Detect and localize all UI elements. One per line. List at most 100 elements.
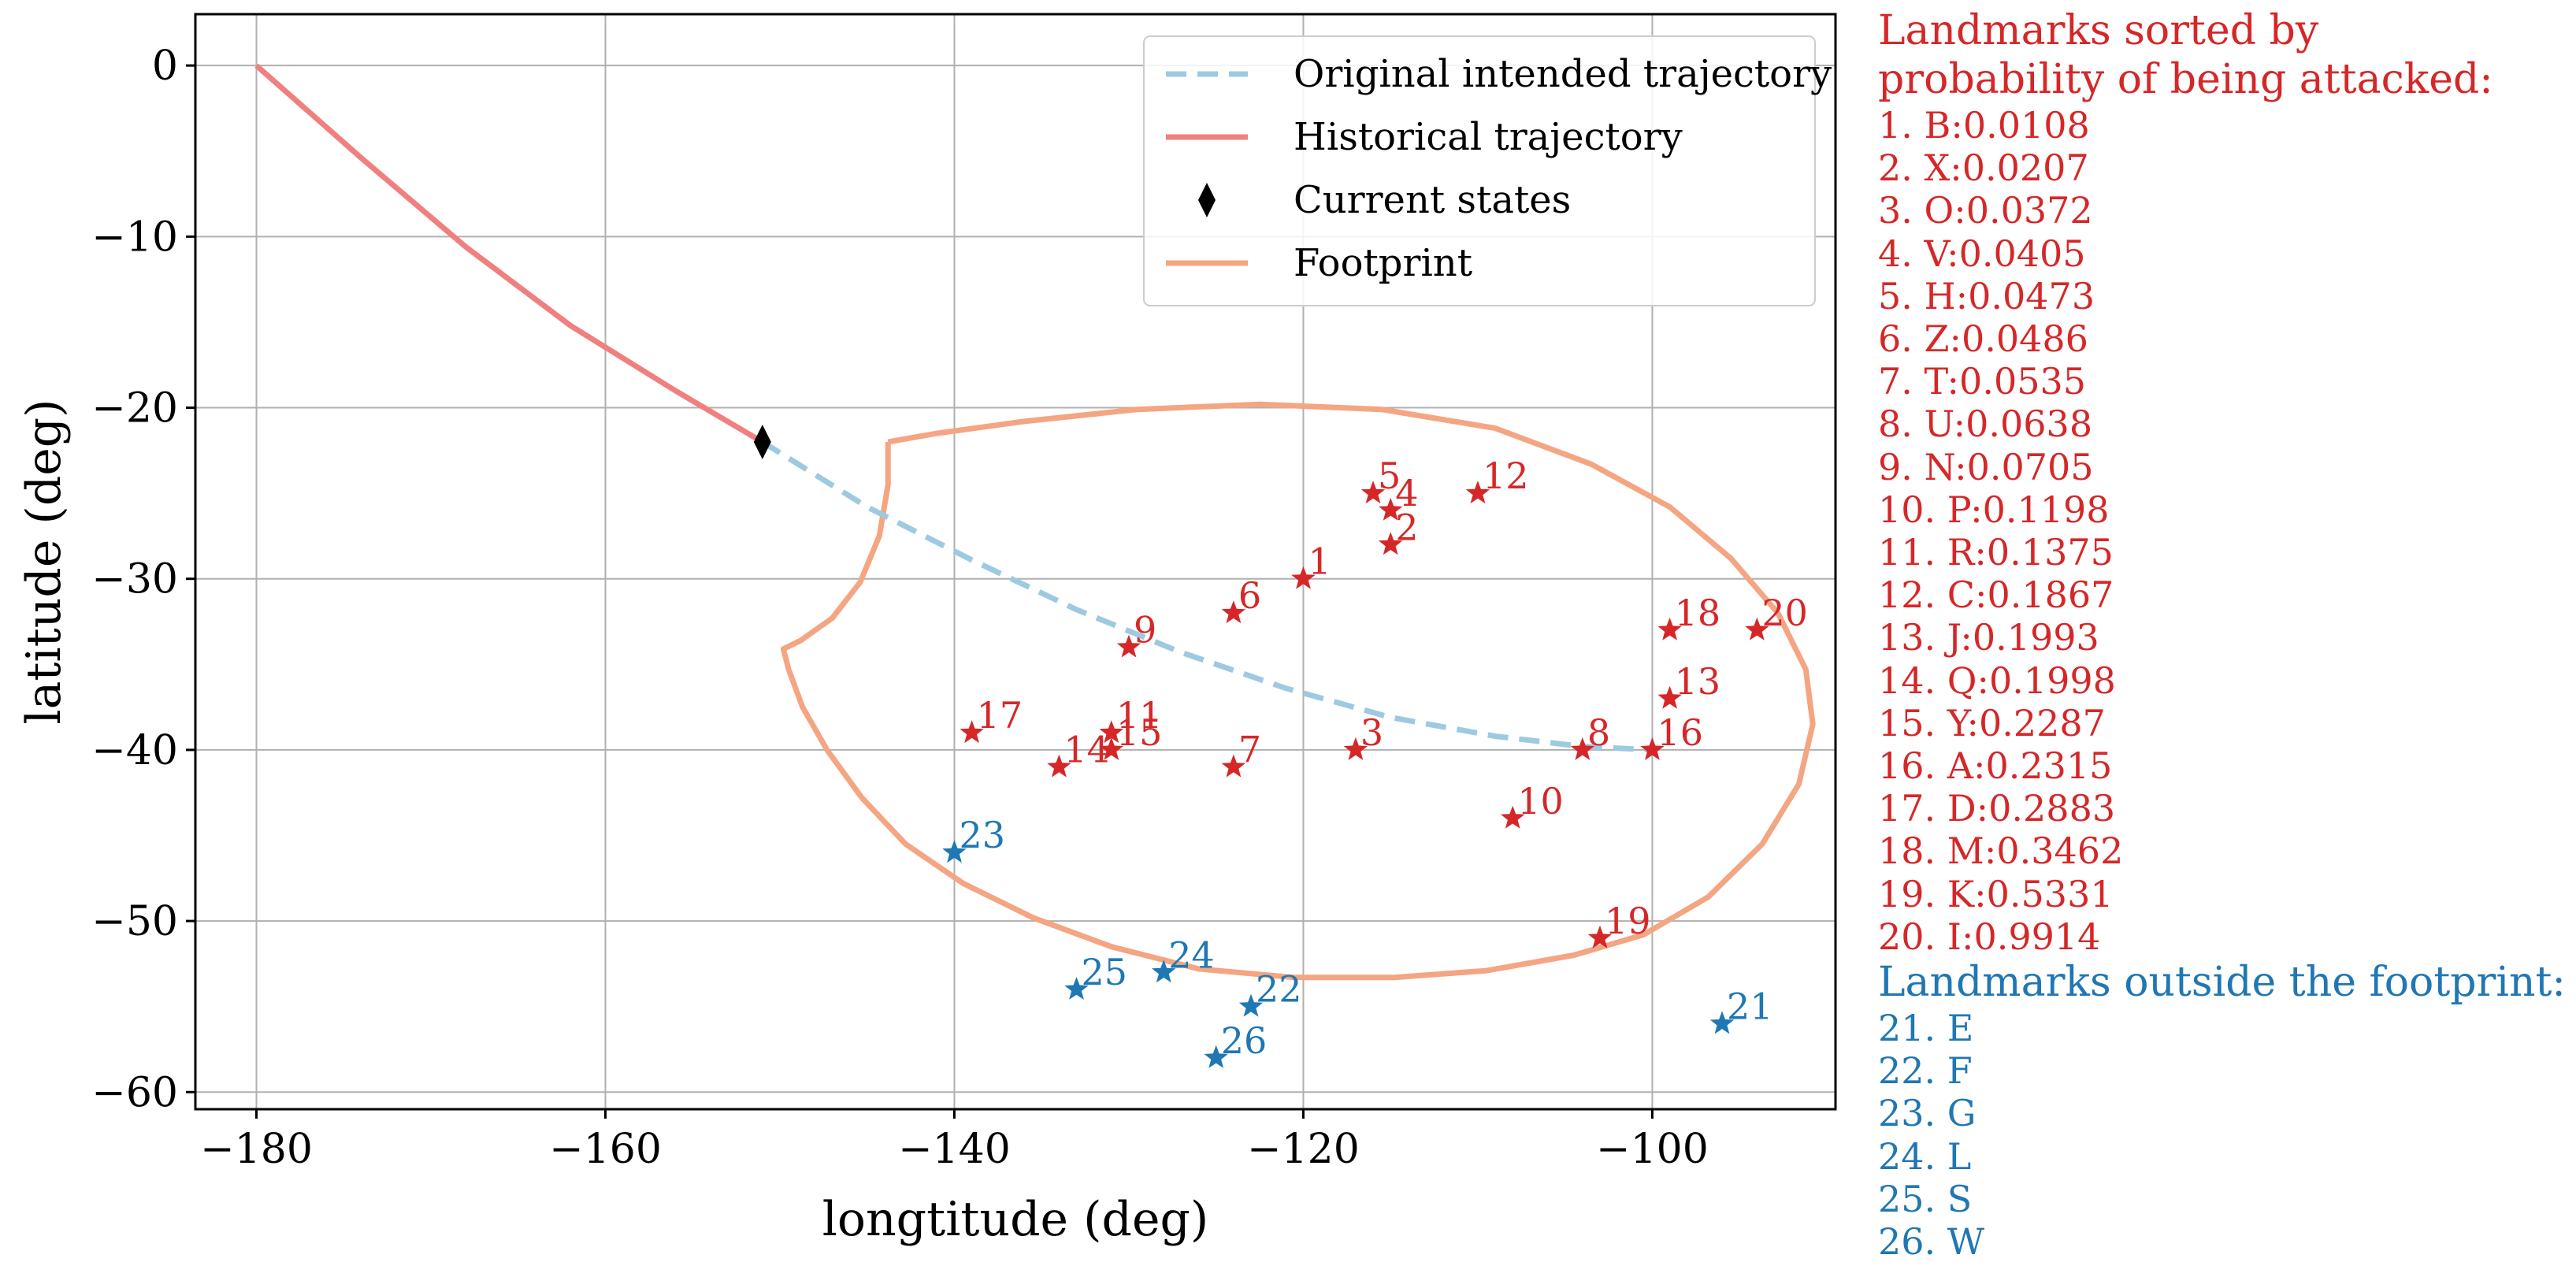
inside-heading-line1: Landmarks sorted by	[1878, 7, 2319, 54]
inside-landmark-item: 4. V:0.0405	[1878, 232, 2086, 275]
inside-landmark-item: 20. I:0.9914	[1878, 915, 2101, 958]
x-tick-label: −100	[1596, 1126, 1709, 1173]
plot-frame	[194, 13, 1837, 1111]
y-tick-label: 0	[152, 43, 178, 90]
y-tick-label: −40	[91, 727, 178, 774]
inside-landmark-item: 12. C:0.1867	[1878, 574, 2114, 617]
outside-landmark-list: 21. E 22. F 23. G 24. L 25. S 26. W	[1878, 1007, 2571, 1263]
inside-landmark-item: 10. P:0.1198	[1878, 488, 2110, 531]
landmark-star	[1291, 566, 1316, 589]
landmark-number-label: 8	[1587, 711, 1610, 754]
inside-landmark-item: 11. R:0.1375	[1878, 531, 2114, 574]
landmark-number-label: 14	[1063, 729, 1110, 771]
inside-landmark-item: 8. U:0.0638	[1878, 403, 2093, 446]
landmark-star	[1587, 925, 1613, 948]
outside-landmark-item: 22. F	[1878, 1049, 1973, 1093]
y-tick-label: −10	[91, 213, 178, 261]
landmark-number-label: 19	[1605, 900, 1651, 942]
outside-heading: Landmarks outside the footprint:	[1878, 959, 2566, 1007]
outside-landmark-item: 21. E	[1878, 1007, 1974, 1050]
landmark-number-label: 7	[1238, 729, 1261, 771]
landmark-number-label: 11	[1116, 694, 1163, 737]
landmark-number-label: 16	[1657, 711, 1703, 754]
legend-label: Current states	[1294, 178, 1571, 222]
series-layer	[254, 63, 1816, 981]
landmark-star	[1221, 754, 1246, 778]
inside-landmark-item: 1. B:0.0108	[1878, 104, 2090, 147]
landmark-star	[1343, 737, 1368, 760]
landmark-star	[1204, 1045, 1228, 1068]
legend-label: Original intended trajectory	[1294, 52, 1832, 96]
landmark-number-label: 13	[1675, 660, 1721, 703]
landmark-number-label: 21	[1727, 985, 1773, 1027]
landmark-number-label: 5	[1378, 455, 1401, 497]
landmark-star	[1745, 617, 1769, 640]
inside-landmark-item: 6. Z:0.0486	[1878, 317, 2088, 361]
inside-landmark-item: 2. X:0.0207	[1878, 147, 2089, 190]
intended-trajectory-line	[760, 440, 1653, 753]
landmark-number-label: 12	[1483, 455, 1529, 497]
landmark-number-label: 24	[1168, 934, 1215, 976]
landmark-star	[1099, 737, 1123, 760]
y-tick-label: −30	[91, 556, 178, 603]
x-tick-label: −180	[200, 1126, 313, 1173]
landmark-number-label: 1	[1308, 540, 1331, 583]
outside-landmark-item: 26. W	[1878, 1220, 1985, 1264]
landmark-star	[1657, 617, 1682, 640]
landmark-number-label: 18	[1675, 592, 1721, 634]
legend-label: Historical trajectory	[1294, 115, 1683, 159]
landmark-number-label: 4	[1395, 472, 1418, 514]
inside-landmark-item: 5. H:0.0473	[1878, 274, 2095, 317]
inside-landmark-item: 19. K:0.5331	[1878, 872, 2114, 915]
landmark-star	[1570, 737, 1595, 760]
landmark-number-label: 15	[1116, 711, 1163, 754]
inside-landmark-item: 16. A:0.2315	[1878, 744, 2113, 788]
landmark-star	[1657, 685, 1682, 709]
landmark-number-label: 9	[1134, 609, 1156, 651]
landmark-star	[1047, 754, 1071, 778]
landmark-star	[1152, 960, 1176, 983]
landmark-star	[1360, 481, 1386, 504]
landmark-star	[1501, 805, 1525, 829]
y-tick-label: −60	[91, 1069, 178, 1116]
landmark-star	[1099, 720, 1123, 744]
landmark-number-label: 10	[1517, 780, 1564, 822]
landmark-star	[1379, 497, 1403, 521]
landmark-ranking-panel: Landmarks sorted by probability of being…	[1878, 6, 2571, 1263]
landmark-number-label: 22	[1256, 968, 1302, 1011]
outside-landmark-item: 25. S	[1878, 1177, 1973, 1220]
y-axis-label: latitude (deg)	[17, 399, 72, 724]
x-tick-label: −120	[1247, 1126, 1360, 1173]
inside-landmark-item: 15. Y:0.2287	[1878, 701, 2106, 744]
inside-landmark-item: 13. J:0.1993	[1878, 616, 2099, 659]
landmark-star	[960, 720, 984, 744]
x-tick-label: −140	[898, 1126, 1011, 1173]
landmark-number-label: 26	[1221, 1019, 1268, 1062]
x-tick-label: −160	[549, 1126, 662, 1173]
historical-trajectory-line	[254, 63, 764, 445]
inside-landmark-item: 3. O:0.0372	[1878, 189, 2093, 232]
inside-landmark-item: 14. Q:0.1998	[1878, 659, 2116, 702]
landmark-star	[942, 840, 967, 863]
inside-landmark-item: 17. D:0.2883	[1878, 787, 2116, 830]
legend-label: Footprint	[1294, 241, 1472, 285]
landmark-star	[1465, 481, 1490, 504]
landmark-star	[1221, 600, 1246, 624]
inside-landmark-list: 1. B:0.0108 2. X:0.0207 3. O:0.0372 4. V:0.…	[1878, 104, 2571, 958]
legend-marker-current-states	[1198, 183, 1216, 217]
current-state-marker	[753, 424, 771, 459]
landmark-number-label: 17	[977, 694, 1023, 737]
axis-ticks: −180 −160 −140 −120 −100 0 −10 −20 −30 −40 −50 −60	[91, 43, 1709, 1173]
y-tick-label: −50	[91, 898, 178, 945]
landmark-number-label: 23	[959, 814, 1005, 856]
landmark-star	[1238, 993, 1264, 1017]
legend-box	[1143, 35, 1816, 306]
landmark-star	[1116, 634, 1141, 658]
landmark-number-label: 6	[1238, 574, 1261, 617]
landmark-number-label: 2	[1395, 506, 1418, 548]
y-tick-label: −20	[91, 385, 178, 432]
inside-landmark-item: 9. N:0.0705	[1878, 445, 2094, 488]
inside-heading-line2: probability of being attacked:	[1878, 56, 2493, 103]
